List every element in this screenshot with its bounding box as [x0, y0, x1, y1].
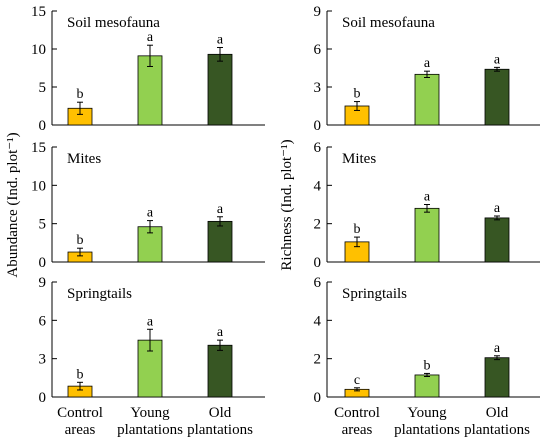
x-category-label: areas — [342, 422, 373, 438]
y-tick-label: 0 — [39, 390, 47, 406]
x-category-label: plantations — [187, 422, 253, 438]
y-tick-label: 15 — [31, 4, 46, 20]
y-tick-label: 6 — [314, 42, 322, 58]
x-category-label: plantations — [464, 422, 530, 438]
y-tick-label: 5 — [39, 80, 47, 96]
significance-letter: a — [147, 314, 154, 329]
significance-letter: a — [494, 341, 501, 356]
bar-old — [207, 53, 233, 126]
y-tick-label: 4 — [314, 178, 322, 194]
bar-old — [207, 344, 233, 398]
significance-letter: b — [354, 87, 361, 102]
significance-letter: a — [217, 325, 224, 340]
significance-letter: b — [354, 222, 361, 237]
chart-panel: 0 5 10 15 Mites b a a — [31, 140, 265, 271]
x-category-label: plantations — [117, 422, 183, 438]
chart-panel: 0 3 6 9 Soil mesofauna b a a — [314, 4, 540, 134]
chart-panel: 0 2 4 6 Springtails c b a — [314, 275, 540, 406]
bar-young — [414, 73, 440, 126]
chart-panel: 0 2 4 6 Mites b a a — [314, 140, 540, 271]
bar-old — [207, 220, 233, 263]
y-tick-label: 4 — [314, 313, 322, 329]
panel-title: Springtails — [342, 286, 407, 302]
chart-panel: 0 5 10 15 Soil mesofauna b a a — [31, 4, 265, 134]
y-axis-label-right: Richness (Ind. plot⁻¹) — [279, 139, 295, 270]
panel-title: Soil mesofauna — [342, 15, 435, 31]
significance-letter: b — [77, 367, 84, 382]
y-tick-label: 3 — [314, 80, 322, 96]
y-tick-label: 9 — [314, 4, 322, 20]
significance-letter: a — [147, 30, 154, 45]
y-tick-label: 3 — [39, 352, 47, 368]
panel-title: Mites — [67, 151, 101, 167]
significance-letter: a — [147, 206, 154, 221]
x-category-label: areas — [65, 422, 96, 438]
panel-title: Soil mesofauna — [67, 15, 160, 31]
panel-title: Springtails — [67, 286, 132, 302]
significance-letter: a — [424, 190, 431, 205]
y-tick-label: 0 — [39, 118, 47, 134]
significance-letter: b — [77, 87, 84, 102]
significance-letter: a — [424, 56, 431, 71]
y-tick-label: 9 — [39, 275, 47, 291]
y-tick-label: 6 — [39, 313, 47, 329]
y-tick-label: 0 — [314, 255, 322, 271]
y-tick-label: 15 — [31, 140, 46, 156]
significance-letter: a — [217, 32, 224, 47]
y-axis-label-left: Abundance (Ind. plot⁻¹) — [5, 132, 21, 277]
y-tick-label: 0 — [39, 255, 47, 271]
significance-letter: c — [354, 373, 360, 388]
significance-letter: b — [77, 233, 84, 248]
x-category-labels: ControlareasYoungplantationsOldplantatio… — [57, 405, 530, 438]
y-tick-label: 6 — [314, 275, 322, 291]
y-tick-label: 0 — [314, 118, 322, 134]
y-tick-label: 10 — [31, 178, 46, 194]
x-category-label: Old — [486, 405, 509, 421]
y-tick-label: 6 — [314, 140, 322, 156]
bar-old — [484, 357, 510, 398]
significance-letter: a — [494, 52, 501, 67]
significance-letter: a — [494, 201, 501, 216]
x-category-label: plantations — [394, 422, 460, 438]
bar-young — [414, 207, 440, 263]
y-tick-label: 0 — [314, 390, 322, 406]
x-category-label: Control — [334, 405, 380, 421]
bar-young — [414, 374, 440, 398]
chart-panels: 0 5 10 15 Soil mesofauna b a a 0 5 10 15 Mites b a a 0 3 6… — [31, 4, 540, 406]
y-tick-label: 10 — [31, 42, 46, 58]
panel-title: Mites — [342, 151, 376, 167]
y-tick-label: 2 — [314, 352, 322, 368]
significance-letter: b — [424, 358, 431, 373]
x-category-label: Young — [130, 405, 170, 421]
y-tick-label: 2 — [314, 217, 322, 233]
bar-old — [484, 217, 510, 263]
x-category-label: Control — [57, 405, 103, 421]
bar-old — [484, 68, 510, 126]
x-category-label: Young — [407, 405, 447, 421]
x-category-label: Old — [209, 405, 232, 421]
significance-letter: a — [217, 202, 224, 217]
chart-panel: 0 3 6 9 Springtails b a a — [39, 275, 265, 406]
y-tick-label: 5 — [39, 217, 47, 233]
